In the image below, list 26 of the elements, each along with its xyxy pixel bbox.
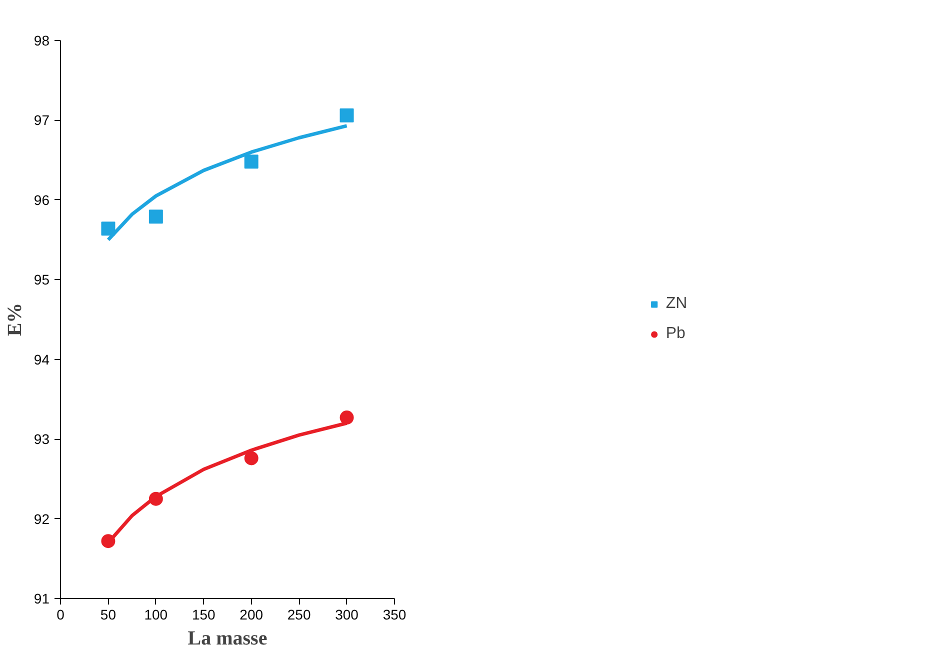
y-tick-label: 97 [34, 112, 50, 128]
legend-label: ZN [666, 295, 688, 313]
x-tick-label: 200 [240, 606, 264, 622]
point [340, 410, 354, 425]
point [101, 222, 116, 236]
y-axis-title: E% [4, 302, 26, 336]
y-tick-label: 95 [34, 272, 50, 288]
point [244, 451, 258, 466]
x-axis-title: La masse [188, 628, 268, 650]
x-tick-label: 100 [144, 606, 168, 622]
legend-label: Pb [666, 325, 686, 343]
point [340, 108, 354, 122]
y-tick-label: 94 [34, 351, 50, 368]
y-tick-label: 96 [34, 192, 50, 208]
y-tick-label: 91 [34, 590, 50, 606]
y-tick-label: 92 [34, 510, 50, 527]
point [148, 210, 163, 224]
point [244, 154, 258, 169]
x-tick-label: 0 [56, 606, 65, 622]
x-tick-label: 50 [100, 606, 116, 622]
x-tick-label: 150 [192, 606, 216, 622]
x-tick-label: 300 [335, 606, 359, 622]
y-tick-label: 98 [34, 32, 50, 48]
y-tick-label: 93 [34, 431, 50, 448]
x-tick-label: 350 [382, 606, 406, 622]
x-tick-label: 250 [287, 606, 311, 622]
